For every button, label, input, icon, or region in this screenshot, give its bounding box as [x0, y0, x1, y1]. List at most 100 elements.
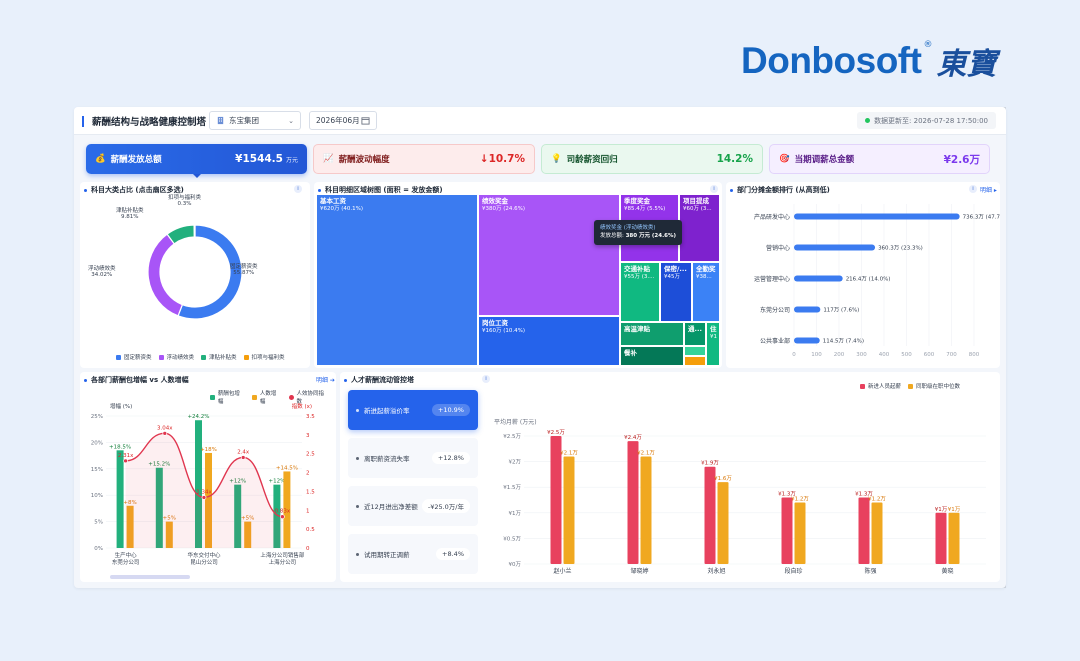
treemap-cell-transport[interactable]: 交通补贴 ¥55万 (3....	[620, 262, 660, 322]
person-name-label: 陈强	[864, 567, 876, 575]
pay-growth-bar[interactable]	[116, 450, 124, 548]
index-point[interactable]	[162, 430, 168, 436]
legend-item[interactable]: 津贴补贴类	[201, 353, 237, 361]
label-allowance: 津贴补贴类 9.81%	[116, 208, 144, 220]
chevron-down-icon: ⌄	[288, 116, 294, 125]
x-tick-label: 200	[834, 352, 845, 358]
legend-item[interactable]: 同职级在职中位数	[908, 382, 960, 390]
index-point[interactable]	[280, 514, 285, 520]
treemap-cell-position[interactable]: 岗位工资 ¥160万 (10.4%)	[478, 316, 620, 366]
dept-bar[interactable]	[794, 275, 843, 282]
treemap-chart: 基本工资 ¥620万 (40.1%) 绩效奖金 ¥380万 (24.6%) 季度奖金…	[316, 194, 720, 366]
median-bar[interactable]	[871, 502, 883, 564]
legend-item[interactable]: 新进人员起薪	[860, 382, 901, 390]
pay-growth-bar[interactable]	[234, 484, 242, 548]
talent-card-probation[interactable]: 试用期转正调薪 +8.4%	[348, 534, 478, 574]
head-growth-bar[interactable]	[244, 521, 252, 548]
treemap-cell-performance[interactable]: 绩效奖金 ¥380万 (24.6%)	[478, 194, 620, 316]
label-fixed: 固定薪资类 55.87%	[230, 264, 258, 276]
dashboard-window: 薪酬结构与战略健康控制塔 东宝集团 ⌄ 2026年06月 数据更新至: 2026…	[74, 107, 1006, 588]
y-left-title: 增幅 (%)	[110, 402, 132, 410]
head-growth-bar[interactable]	[126, 505, 134, 548]
treemap-cell-attendance[interactable]: 全勤奖 ¥38...	[692, 262, 720, 322]
x-tick-label: 600	[924, 352, 935, 358]
y-right-tick: 2	[306, 471, 310, 477]
new-hire-label: ¥1.9万	[701, 460, 719, 467]
treemap-cell-housing[interactable]: 住 ¥1	[706, 322, 720, 366]
legend-item[interactable]: 人效协同指数	[288, 389, 329, 405]
status-dot-icon	[865, 118, 871, 123]
legend-item[interactable]: 薪酬包增幅	[210, 389, 245, 405]
index-point[interactable]	[201, 495, 207, 500]
median-bar[interactable]	[640, 456, 652, 564]
legend-item[interactable]: 扣项与福利类	[243, 353, 285, 361]
head-growth-bar[interactable]	[283, 471, 291, 548]
info-icon[interactable]: i	[482, 375, 490, 383]
y-tick-label: ¥0.5万	[503, 535, 521, 542]
talent-card-premium[interactable]: 新进起薪溢价率 +10.9%	[348, 390, 478, 430]
new-hire-bar[interactable]	[627, 441, 639, 564]
treemap-cell-commission[interactable]: 项目提成 ¥60万 (3...	[679, 194, 720, 262]
treemap-cell-small-a[interactable]	[684, 346, 706, 356]
kpi-total-pay[interactable]: 💰 薪酬发放总额 ¥1544.5 万元	[86, 144, 307, 174]
legend-item[interactable]: 浮动绩效类	[158, 353, 194, 361]
kpi-total-pay-unit: 万元	[285, 156, 298, 164]
legend-item[interactable]: 固定薪资类	[116, 353, 152, 361]
treemap-cell-meal[interactable]: 餐补	[620, 346, 684, 366]
info-icon[interactable]: i	[969, 185, 977, 193]
dept-ranking-panel: 部门分摊金额排行 (从高到低) i 明细 ▸ 0 100 200 300 400 500 6…	[726, 182, 1000, 368]
talent-bar-chart: 平均月薪 (万元) ¥2.5万 ¥2万 ¥1.5万 ¥1万 ¥0.5万 ¥0万 ¥2.5万 ¥2…	[494, 418, 986, 575]
combo-detail-link[interactable]: 明细 ➔	[316, 377, 335, 384]
label-deduction: 扣项与福利类 0.3%	[168, 195, 202, 207]
pay-growth-bar[interactable]	[155, 467, 163, 548]
index-point[interactable]	[240, 455, 246, 460]
label-floating: 浮动绩效类 34.02%	[88, 266, 116, 278]
median-bar[interactable]	[717, 482, 729, 564]
legend-item[interactable]: 人数增幅	[252, 389, 282, 405]
new-hire-bar[interactable]	[704, 466, 716, 564]
target-icon: 🎯	[779, 154, 790, 164]
median-bar[interactable]	[794, 502, 806, 564]
x-category-bottom: 昆山分公司	[190, 558, 218, 566]
info-icon[interactable]: i	[294, 185, 302, 193]
treemap-cell-basic[interactable]: 基本工资 ¥620万 (40.1%)	[316, 194, 478, 366]
building-icon	[217, 116, 224, 125]
dept-bar[interactable]	[794, 337, 820, 344]
index-point[interactable]	[123, 458, 128, 464]
median-bar[interactable]	[948, 512, 960, 564]
head-growth-bar[interactable]	[165, 521, 173, 548]
kpi-seniority[interactable]: 💡 司龄薪资回归 14.2%	[541, 144, 763, 174]
dept-bar[interactable]	[794, 213, 960, 220]
talent-card-attrition[interactable]: 离职薪资流失率 +12.8%	[348, 438, 478, 478]
donut-slice[interactable]	[147, 233, 184, 317]
treemap-cell-small-b[interactable]	[684, 356, 706, 366]
dept-detail-link[interactable]: 明细 ▸	[980, 187, 997, 194]
kpi-adjust[interactable]: 🎯 当期调薪总金额 ¥2.6万	[769, 144, 990, 174]
treemap-cell-heat[interactable]: 高温津贴	[620, 322, 684, 346]
update-text: 数据更新至: 2026-07-28 17:50:00	[874, 116, 988, 125]
new-hire-bar[interactable]	[858, 497, 870, 564]
median-bar[interactable]	[563, 456, 575, 564]
horizontal-scrollbar[interactable]	[110, 575, 190, 579]
pay-growth-bar[interactable]	[273, 484, 281, 548]
head-growth-bar[interactable]	[205, 452, 212, 548]
period-picker[interactable]: 2026年06月	[309, 111, 377, 130]
dept-bar[interactable]	[794, 244, 876, 251]
new-hire-bar[interactable]	[550, 436, 562, 564]
x-tick-label: 400	[879, 352, 890, 358]
chart-icon: 📈	[323, 154, 334, 164]
new-hire-bar[interactable]	[935, 512, 947, 564]
median-label: ¥1.6万	[714, 475, 732, 482]
new-hire-bar[interactable]	[781, 497, 793, 564]
info-icon[interactable]: i	[710, 185, 718, 193]
talent-card-net[interactable]: 近12月进出净差额 -¥25.0万/年	[348, 486, 478, 526]
donut-slice[interactable]	[193, 224, 196, 238]
pay-growth-bar[interactable]	[195, 420, 202, 548]
donut-chart[interactable]	[120, 197, 270, 347]
treemap-cell-comm[interactable]: 通...	[684, 322, 706, 346]
index-area	[125, 433, 283, 548]
org-select[interactable]: 东宝集团 ⌄	[209, 111, 301, 130]
dept-bar[interactable]	[794, 306, 821, 313]
treemap-cell-secrecy[interactable]: 保密/... ¥45万	[660, 262, 692, 322]
kpi-volatility[interactable]: 📈 薪酬波动幅度 ↓10.7%	[313, 144, 535, 174]
